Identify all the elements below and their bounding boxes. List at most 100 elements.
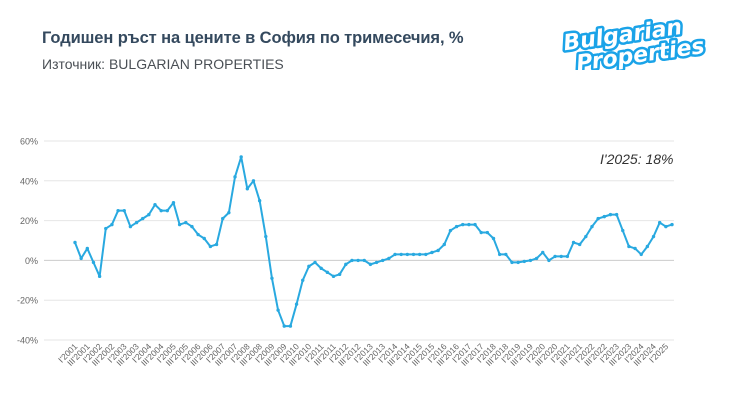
data-point bbox=[177, 222, 182, 227]
chart-title: Годишен ръст на цените в София по тримес… bbox=[42, 29, 464, 47]
data-point bbox=[184, 220, 188, 225]
data-point bbox=[325, 270, 330, 275]
x-axis-labels: I'2001III'2001I'2002III'2002I'2003III'20… bbox=[56, 341, 670, 368]
data-point bbox=[399, 252, 403, 257]
data-point bbox=[257, 199, 262, 203]
y-tick-label: -40% bbox=[17, 336, 38, 346]
data-point bbox=[454, 224, 459, 229]
data-point bbox=[559, 254, 563, 259]
data-point bbox=[387, 256, 391, 261]
y-tick-label: 20% bbox=[20, 216, 38, 226]
data-point bbox=[344, 262, 348, 267]
data-point bbox=[239, 155, 243, 159]
data-point bbox=[91, 260, 96, 265]
chart-source: Източник: BULGARIAN PROPERTIES bbox=[42, 56, 284, 72]
data-point bbox=[104, 226, 108, 231]
data-point bbox=[417, 252, 422, 257]
data-point bbox=[479, 230, 483, 235]
data-point bbox=[485, 230, 490, 235]
data-point bbox=[97, 274, 102, 279]
y-tick-label: -20% bbox=[17, 296, 38, 306]
data-point bbox=[510, 260, 514, 265]
data-point bbox=[534, 256, 539, 261]
data-point bbox=[596, 216, 600, 221]
data-point bbox=[516, 260, 520, 265]
data-point bbox=[436, 248, 440, 253]
data-point bbox=[664, 224, 668, 229]
data-point bbox=[171, 200, 176, 205]
y-tick-label: 0% bbox=[25, 256, 38, 266]
data-point bbox=[405, 252, 410, 257]
data-point bbox=[670, 222, 674, 227]
data-point bbox=[282, 324, 286, 328]
data-point bbox=[448, 228, 453, 233]
data-point bbox=[467, 222, 471, 227]
price-growth-line bbox=[74, 155, 673, 328]
data-point bbox=[368, 262, 373, 267]
data-point bbox=[645, 244, 650, 249]
data-point bbox=[221, 216, 225, 221]
y-tick-label: 40% bbox=[20, 176, 38, 186]
data-point bbox=[350, 258, 354, 263]
data-point bbox=[190, 224, 194, 229]
data-point bbox=[541, 250, 545, 255]
data-point bbox=[128, 224, 133, 229]
data-point bbox=[602, 214, 606, 219]
data-point bbox=[411, 252, 416, 257]
data-point bbox=[251, 179, 256, 183]
data-point bbox=[522, 259, 526, 264]
data-point bbox=[159, 208, 163, 213]
data-point bbox=[147, 212, 151, 217]
data-point bbox=[208, 244, 213, 249]
data-point bbox=[134, 220, 139, 225]
data-point bbox=[571, 240, 576, 245]
data-point bbox=[608, 212, 613, 217]
data-point bbox=[79, 256, 83, 261]
data-point bbox=[301, 278, 305, 282]
data-point bbox=[577, 242, 582, 247]
gridlines bbox=[44, 140, 674, 341]
data-point bbox=[73, 240, 77, 245]
data-point bbox=[245, 187, 250, 191]
data-point bbox=[547, 258, 551, 263]
data-point bbox=[294, 302, 299, 306]
data-point bbox=[614, 212, 619, 217]
data-point bbox=[381, 258, 385, 263]
data-point bbox=[233, 175, 237, 179]
data-point bbox=[393, 252, 397, 257]
y-axis-labels: -40% -20% 0% 20% 40% 60% bbox=[17, 137, 38, 346]
data-point bbox=[430, 250, 434, 255]
data-point bbox=[356, 258, 360, 263]
data-point bbox=[202, 236, 206, 241]
data-point bbox=[319, 266, 323, 271]
data-point bbox=[288, 324, 293, 328]
data-point bbox=[473, 222, 477, 227]
data-point bbox=[214, 242, 219, 247]
data-point bbox=[639, 252, 643, 257]
data-point bbox=[553, 254, 557, 259]
data-point bbox=[491, 236, 496, 241]
data-point bbox=[331, 274, 336, 279]
data-point bbox=[196, 232, 200, 237]
data-point bbox=[270, 276, 274, 281]
data-point bbox=[633, 246, 637, 251]
data-point bbox=[528, 258, 533, 263]
data-points bbox=[73, 155, 674, 328]
data-point bbox=[307, 264, 311, 269]
data-point bbox=[276, 308, 280, 312]
data-point bbox=[362, 258, 366, 263]
data-point bbox=[116, 208, 120, 213]
data-point bbox=[374, 260, 379, 265]
data-point bbox=[227, 210, 231, 215]
data-point bbox=[657, 220, 662, 225]
data-point bbox=[337, 272, 342, 277]
data-point bbox=[461, 222, 465, 227]
data-point bbox=[497, 252, 502, 257]
data-point bbox=[584, 234, 588, 239]
data-point bbox=[264, 234, 268, 239]
data-point bbox=[442, 242, 446, 247]
data-point bbox=[627, 244, 631, 249]
y-tick-label: 60% bbox=[20, 137, 38, 147]
data-point bbox=[590, 224, 594, 229]
